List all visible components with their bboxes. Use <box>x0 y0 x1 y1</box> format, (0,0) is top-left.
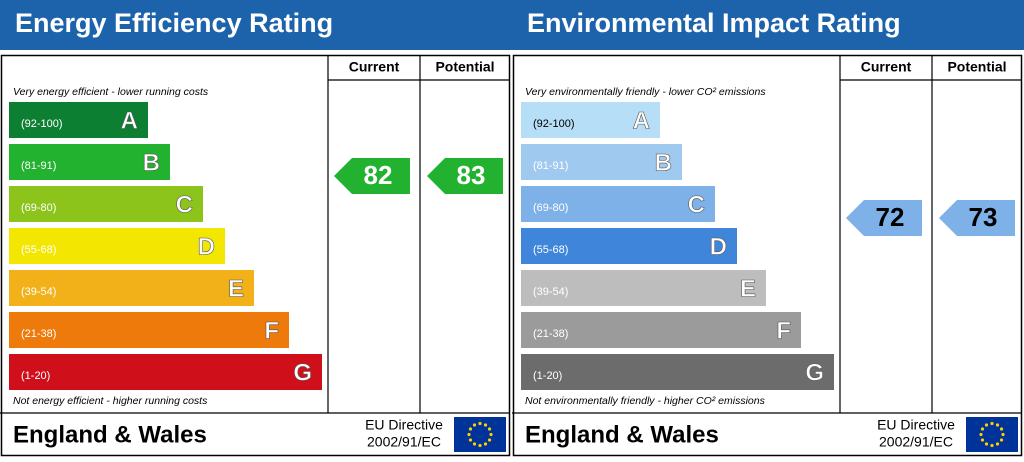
eu-star <box>487 427 492 431</box>
panel-title: Environmental Impact Rating <box>527 8 901 38</box>
band-range: (69-80) <box>533 202 568 214</box>
eu-star <box>487 438 492 442</box>
band <box>521 228 737 264</box>
eu-star <box>483 442 488 446</box>
eu-star <box>468 438 473 442</box>
band <box>9 312 289 348</box>
directive: 2002/91/EC <box>879 434 953 450</box>
band-letter: E <box>740 275 756 302</box>
rating-arrow <box>334 158 410 194</box>
rating-value: 83 <box>457 160 486 190</box>
band-letter: G <box>805 359 824 386</box>
band-range: (69-80) <box>21 202 56 214</box>
eu-star <box>1001 432 1005 437</box>
band-range: (21-38) <box>21 328 56 340</box>
band-letter: A <box>633 107 650 134</box>
eu-star <box>467 432 471 437</box>
rating-arrow <box>846 200 922 236</box>
band-letter: F <box>776 317 791 344</box>
footer-region: England & Wales <box>525 421 719 448</box>
eu-star <box>999 438 1004 442</box>
band <box>9 102 148 138</box>
eu-star <box>483 423 488 427</box>
footer-region: England & Wales <box>13 421 207 448</box>
directive: 2002/91/EC <box>367 434 441 450</box>
band <box>9 186 203 222</box>
top-note: Very energy efficient - lower running co… <box>13 86 209 98</box>
band-letter: B <box>143 149 160 176</box>
rating-value: 82 <box>364 160 393 190</box>
band-letter: D <box>198 233 215 260</box>
eu-star <box>984 423 989 427</box>
eu-star <box>979 432 983 437</box>
band <box>521 270 766 306</box>
band <box>9 228 225 264</box>
band-range: (81-91) <box>533 160 568 172</box>
rating-arrow <box>939 200 1015 236</box>
bottom-note: Not environmentally friendly - higher CO… <box>525 395 766 407</box>
eu-star <box>995 442 1000 446</box>
eu-star <box>980 438 985 442</box>
panel-title: Energy Efficiency Rating <box>15 8 333 38</box>
band-range: (21-38) <box>533 328 568 340</box>
band-range: (92-100) <box>21 118 63 130</box>
band-letter: E <box>228 275 244 302</box>
directive: EU Directive <box>877 417 955 433</box>
band-range: (39-54) <box>21 286 56 298</box>
eu-star <box>980 427 985 431</box>
band <box>9 270 254 306</box>
band-letter: G <box>293 359 312 386</box>
band-letter: F <box>264 317 279 344</box>
band-range: (81-91) <box>21 160 56 172</box>
band <box>9 144 170 180</box>
band-letter: C <box>688 191 705 218</box>
band <box>521 354 834 390</box>
column-header: Potential <box>947 59 1006 75</box>
eu-star <box>472 442 477 446</box>
band <box>521 312 801 348</box>
title-bar <box>512 0 1024 50</box>
rating-value: 73 <box>969 202 998 232</box>
band-range: (1-20) <box>533 370 562 382</box>
directive: EU Directive <box>365 417 443 433</box>
eu-star <box>990 421 994 426</box>
eu-star <box>472 423 477 427</box>
eu-star <box>995 423 1000 427</box>
eu-star <box>478 443 482 448</box>
eu-star <box>468 427 473 431</box>
band <box>521 186 715 222</box>
panel: Environmental Impact Rating Current Potent… <box>512 0 1024 457</box>
band-letter: A <box>121 107 138 134</box>
eu-star <box>990 443 994 448</box>
frame <box>512 54 1023 457</box>
column-header: Potential <box>435 59 494 75</box>
band-range: (39-54) <box>533 286 568 298</box>
band-range: (92-100) <box>533 118 575 130</box>
column-header: Current <box>349 59 400 75</box>
rating-value: 72 <box>876 202 905 232</box>
band <box>521 102 660 138</box>
band <box>521 144 682 180</box>
column-header: Current <box>861 59 912 75</box>
bottom-note: Not energy efficient - higher running co… <box>13 395 208 407</box>
band-range: (55-68) <box>533 244 568 256</box>
eu-star <box>984 442 989 446</box>
title-bar <box>0 0 512 50</box>
band <box>9 354 322 390</box>
band-range: (55-68) <box>21 244 56 256</box>
frame <box>0 54 511 457</box>
top-note: Very environmentally friendly - lower CO… <box>525 86 766 98</box>
eu-star <box>478 421 482 426</box>
panel: Energy Efficiency Rating Current Potential… <box>0 0 512 457</box>
band-range: (1-20) <box>21 370 50 382</box>
band-letter: C <box>176 191 193 218</box>
band-letter: B <box>655 149 672 176</box>
rating-arrow <box>427 158 503 194</box>
eu-star <box>489 432 493 437</box>
eu-star <box>999 427 1004 431</box>
band-letter: D <box>710 233 727 260</box>
